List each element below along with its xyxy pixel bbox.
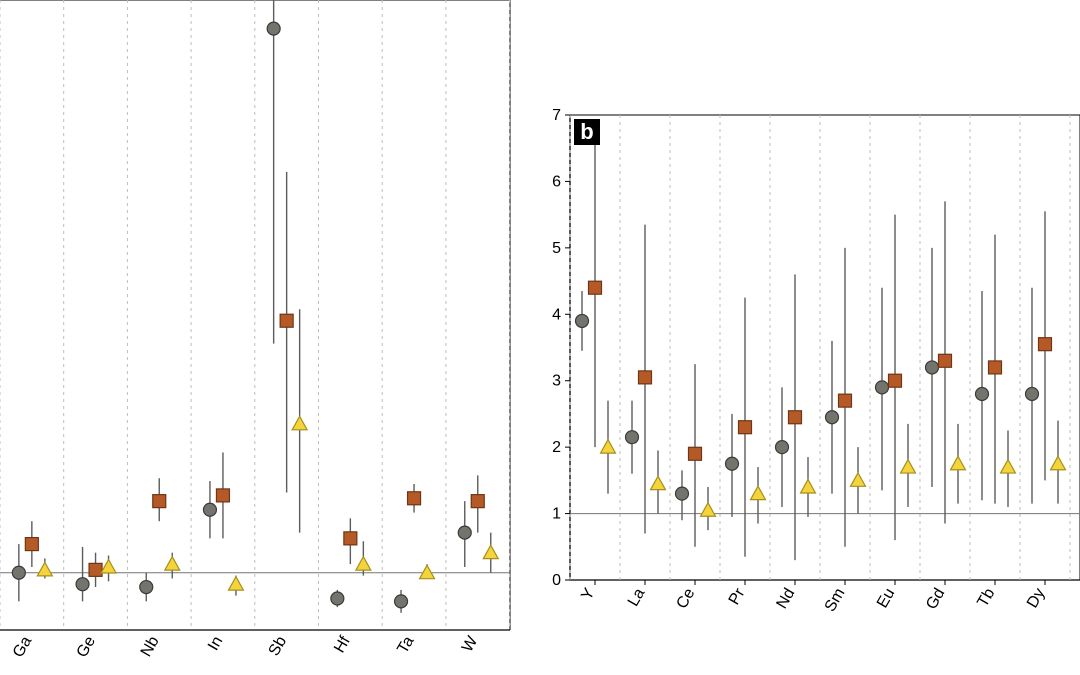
y-tick-label: 1: [552, 506, 561, 523]
y-tick-label: 3: [552, 373, 561, 390]
x-tick-label: Nb: [138, 633, 163, 659]
x-tick-label: Nd: [774, 586, 799, 612]
chart-canvas: Ga Ge Nb In Sb Hf Ta W 0 1 2 3 4 5 6 7 Y La Ce Pr Nd Sm Eu Gd Tb…: [0, 0, 1080, 675]
x-tick-label: Eu: [874, 586, 899, 611]
x-tick-label: Gd: [923, 586, 948, 613]
x-tick-label: Pr: [726, 585, 749, 608]
x-tick-label: La: [625, 585, 649, 609]
x-tick-label: Tb: [974, 585, 998, 610]
y-tick-label: 0: [552, 572, 561, 589]
x-tick-label: In: [205, 634, 226, 654]
x-tick-label: W: [459, 633, 482, 655]
x-tick-label: Sm: [822, 586, 849, 615]
x-tick-label: Y: [578, 585, 598, 603]
x-tick-label: Ta: [394, 633, 417, 656]
x-tick-label: Ce: [674, 585, 699, 611]
x-tick-label: Dy: [1024, 586, 1049, 611]
y-tick-label: 6: [552, 173, 561, 190]
y-tick-label: 7: [552, 107, 561, 124]
panel-label: b: [580, 119, 593, 144]
y-tick-label: 4: [552, 306, 561, 323]
y-tick-label: 5: [552, 240, 561, 257]
x-tick-label: Hf: [331, 633, 354, 656]
x-tick-label: Ga: [10, 633, 35, 660]
x-tick-label: Sb: [266, 633, 291, 659]
y-tick-label: 2: [552, 439, 561, 456]
x-tick-label: Ge: [74, 633, 99, 660]
